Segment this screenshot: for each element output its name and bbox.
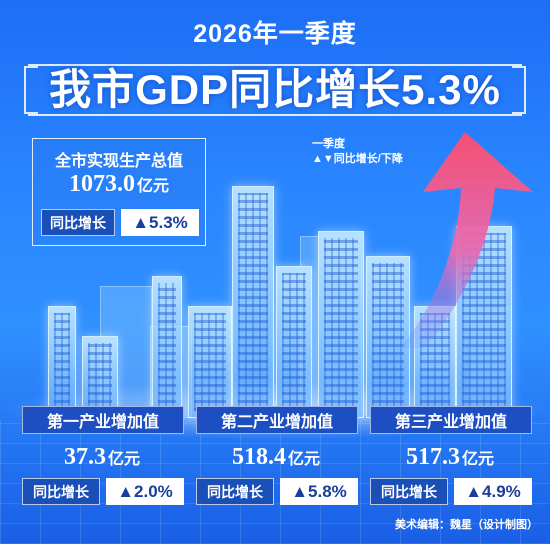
building bbox=[318, 231, 364, 418]
page-title: 我市GDP同比增长5.3% bbox=[49, 66, 501, 113]
legend-period: 一季度 bbox=[312, 138, 345, 150]
sector-title-tertiary: 第三产业增加值 bbox=[370, 406, 532, 434]
growth-value: ▲5.8% bbox=[280, 478, 358, 505]
sector-title-secondary: 第二产业增加值 bbox=[196, 406, 358, 434]
growth-label: 同比增长 bbox=[22, 478, 100, 505]
growth-value: ▲2.0% bbox=[106, 478, 184, 505]
sector-value-number: 37.3 bbox=[63, 444, 106, 470]
building bbox=[366, 256, 410, 418]
total-gdp-growth: 同比增长 ▲5.3% bbox=[41, 209, 199, 236]
subtitle: 2026年一季度 bbox=[193, 20, 357, 48]
growth-value: ▲4.9% bbox=[454, 478, 532, 505]
building bbox=[232, 186, 274, 418]
title-frame bbox=[24, 64, 526, 116]
sector-value-number: 517.3 bbox=[405, 444, 460, 470]
sector-value-unit: 亿元 bbox=[287, 451, 320, 468]
building bbox=[48, 306, 76, 418]
total-gdp-value: 1073.0 bbox=[68, 171, 135, 197]
legend-explanation: ▲▼同比增长/下降 bbox=[312, 153, 403, 165]
legend: 一季度 ▲▼同比增长/下降 bbox=[312, 137, 403, 167]
sector-value-number: 518.4 bbox=[231, 444, 286, 470]
growth-value: ▲5.3% bbox=[121, 209, 199, 236]
sector-growth-primary: 同比增长 ▲2.0% bbox=[22, 478, 184, 505]
sector-value-unit: 亿元 bbox=[107, 451, 140, 468]
sector-title-primary: 第一产业增加值 bbox=[22, 406, 184, 434]
total-gdp-box: 全市实现生产总值 1073.0 亿元 同比增长 ▲5.3% bbox=[32, 138, 206, 246]
design-credit: 美术编辑：魏星（设计制图） bbox=[395, 519, 538, 531]
total-gdp-value-row: 1073.0 亿元 bbox=[33, 171, 205, 198]
building bbox=[152, 276, 182, 418]
sector-value-unit: 亿元 bbox=[461, 451, 494, 468]
building bbox=[188, 306, 232, 418]
building bbox=[82, 336, 118, 418]
total-gdp-label: 全市实现生产总值 bbox=[54, 153, 183, 170]
growth-arrow-icon bbox=[401, 132, 533, 348]
growth-label: 同比增长 bbox=[41, 209, 115, 236]
sector-growth-secondary: 同比增长 ▲5.8% bbox=[196, 478, 358, 505]
growth-label: 同比增长 bbox=[370, 478, 448, 505]
sector-growth-tertiary: 同比增长 ▲4.9% bbox=[370, 478, 532, 505]
total-gdp-unit: 亿元 bbox=[136, 178, 169, 195]
sector-value-secondary: 518.4 亿元 bbox=[196, 444, 356, 471]
growth-label: 同比增长 bbox=[196, 478, 274, 505]
sector-value-tertiary: 517.3 亿元 bbox=[370, 444, 530, 471]
sector-value-primary: 37.3 亿元 bbox=[22, 444, 182, 471]
building bbox=[276, 266, 312, 418]
